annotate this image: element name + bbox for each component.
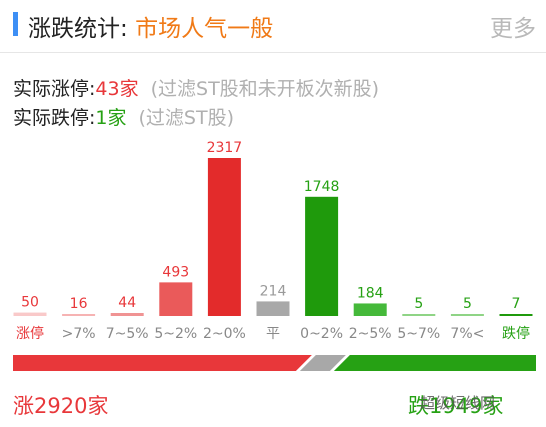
title-prefix: 涨跌统计:	[28, 16, 128, 42]
ratio-bar-down	[333, 355, 536, 371]
category-label-2: 7~5%	[106, 326, 149, 342]
bar-9	[450, 314, 484, 316]
bar-10	[499, 314, 533, 316]
more-button[interactable]: 更多	[490, 16, 536, 42]
header-divider	[0, 52, 546, 53]
value-label-4: 2317	[207, 140, 243, 156]
value-label-3: 493	[162, 264, 189, 280]
ratio-bar-flat	[299, 355, 346, 371]
watermark: 超级短线网	[420, 394, 496, 412]
value-label-7: 184	[357, 285, 384, 301]
bar-2	[110, 312, 144, 316]
bar-0	[13, 312, 47, 316]
value-label-6: 1748	[304, 179, 340, 195]
category-label-8: 5~7%	[397, 326, 440, 342]
category-label-6: 0~2%	[300, 326, 343, 342]
category-label-0: 涨停	[16, 325, 44, 342]
limit-up-label: 实际涨停:	[13, 78, 96, 100]
category-label-9: 7%<	[450, 326, 484, 342]
category-label-3: 5~2%	[154, 326, 197, 342]
header: 涨跌统计: 市场人气一般 更多	[0, 0, 546, 50]
category-label-4: 2~0%	[203, 326, 246, 342]
market-mood: 市场人气一般	[135, 16, 274, 42]
ratio-bar-up	[13, 355, 312, 371]
bar-8	[402, 314, 436, 316]
limit-down-value: 1家	[95, 107, 127, 129]
distribution-chart: 50 涨停 16 >7% 44 7~5% 493 5~2% 2317 2~0% 214 平 1748 0~…	[13, 140, 536, 371]
category-label-10: 跌停	[502, 325, 530, 342]
bar-7	[353, 303, 387, 316]
limit-down-stat: 实际跌停:1家 (过滤ST股)	[13, 103, 234, 130]
value-label-10: 7	[512, 296, 521, 312]
limit-down-label: 实际跌停:	[13, 107, 96, 129]
bar-6	[305, 196, 339, 316]
bar-5	[256, 301, 290, 316]
limit-down-note: (过滤ST股)	[138, 107, 235, 129]
bar-3	[159, 282, 193, 316]
value-label-9: 5	[463, 296, 472, 312]
page-title: 涨跌统计: 市场人气一般	[28, 9, 273, 43]
category-label-1: >7%	[62, 326, 96, 342]
limit-up-stat: 实际涨停:43家 (过滤ST股和未开板次新股)	[13, 74, 379, 101]
value-label-5: 214	[260, 283, 287, 299]
category-label-5: 平	[266, 326, 280, 342]
value-label-0: 50	[21, 295, 39, 311]
bar-4	[207, 158, 241, 316]
header-accent-bar	[13, 12, 18, 36]
bar-1	[62, 314, 96, 316]
value-label-2: 44	[118, 295, 136, 311]
value-label-8: 5	[414, 296, 423, 312]
category-label-7: 2~5%	[349, 326, 392, 342]
up-count: 涨2920家	[13, 394, 109, 418]
limit-up-value: 43家	[95, 78, 139, 100]
limit-up-note: (过滤ST股和未开板次新股)	[150, 78, 380, 100]
value-label-1: 16	[70, 296, 88, 312]
down-count: 跌1949家	[408, 394, 504, 418]
